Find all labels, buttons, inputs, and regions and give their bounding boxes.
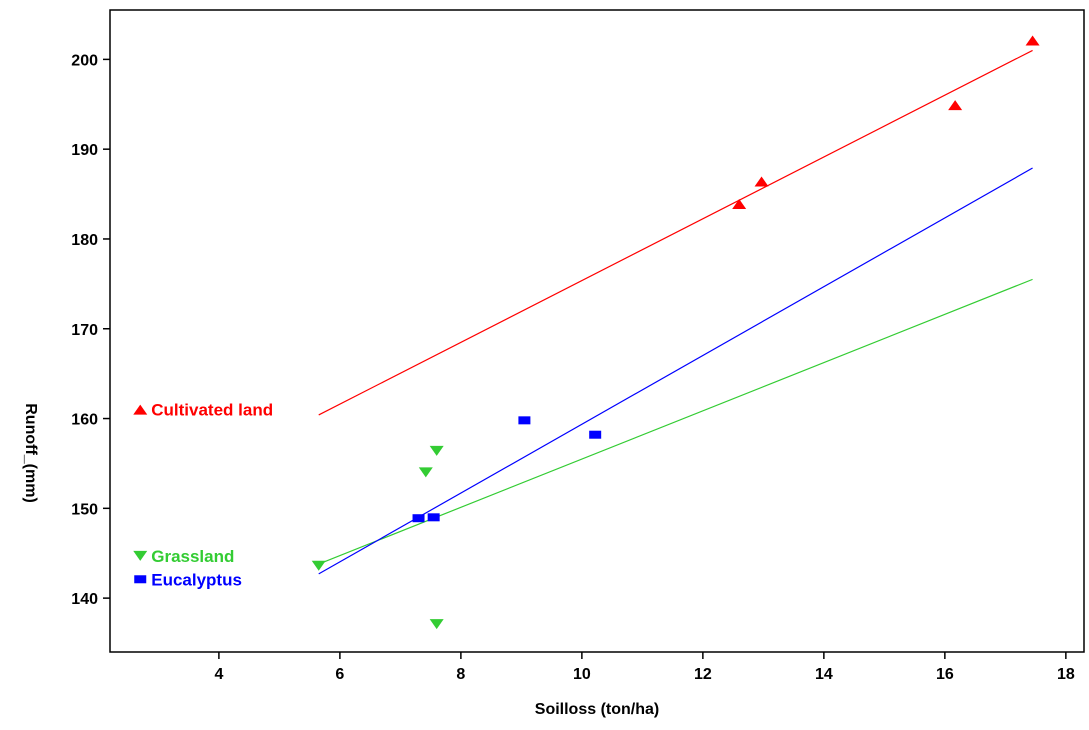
data-point-eucalyptus <box>589 430 602 439</box>
fit-lines <box>318 49 1033 575</box>
legend-marker-grassland <box>133 550 148 561</box>
x-tick-label: 18 <box>1057 666 1075 683</box>
y-tick-label: 150 <box>71 501 98 518</box>
x-tick-label: 6 <box>335 666 344 683</box>
legend-marker-cultivated-land <box>133 404 148 415</box>
data-point-cultivated-land <box>754 176 769 187</box>
y-tick-label: 170 <box>71 322 98 339</box>
data-point-eucalyptus <box>518 416 531 425</box>
y-tick-label: 200 <box>71 52 98 69</box>
fit-line-grassland <box>318 278 1033 565</box>
data-point-eucalyptus <box>427 513 440 522</box>
x-tick-label: 16 <box>936 666 954 683</box>
data-point-grassland <box>311 560 326 571</box>
plot-frame <box>109 9 1085 653</box>
data-point-cultivated-land <box>732 198 747 209</box>
x-axis-ticks: 4 6 8 10 12 14 16 18 <box>214 652 1075 683</box>
x-tick-label: 14 <box>815 666 833 683</box>
y-tick-label: 180 <box>71 232 98 249</box>
data-point-grassland <box>429 445 444 456</box>
fit-line-eucalyptus <box>318 167 1033 575</box>
x-tick-label: 12 <box>694 666 712 683</box>
data-point-grassland <box>418 467 433 478</box>
legend-label-eucalyptus: Eucalyptus <box>151 570 242 589</box>
x-axis-title: Soilloss (ton/ha) <box>535 701 659 718</box>
data-point-cultivated-land <box>948 100 963 111</box>
y-tick-label: 190 <box>71 142 98 159</box>
legend-marker-eucalyptus <box>134 575 147 584</box>
x-tick-label: 8 <box>456 666 465 683</box>
data-point-grassland <box>429 619 444 630</box>
data-point-eucalyptus <box>412 514 425 523</box>
y-tick-label: 160 <box>71 412 98 429</box>
y-axis-ticks: 140 150 160 170 180 190 200 <box>71 52 110 608</box>
legend-label-grassland: Grassland <box>151 547 234 566</box>
y-axis-title: Runoff_(mm) <box>22 403 39 503</box>
x-tick-label: 10 <box>573 666 591 683</box>
x-tick-label: 4 <box>214 666 223 683</box>
data-point-cultivated-land <box>1025 35 1040 46</box>
fit-line-cultivated-land <box>318 49 1033 416</box>
legend-label-cultivated-land: Cultivated land <box>151 401 273 420</box>
data-markers <box>311 35 1040 630</box>
legend-annotations: Cultivated land Grassland Eucalyptus <box>133 401 273 589</box>
y-tick-label: 140 <box>71 591 98 608</box>
